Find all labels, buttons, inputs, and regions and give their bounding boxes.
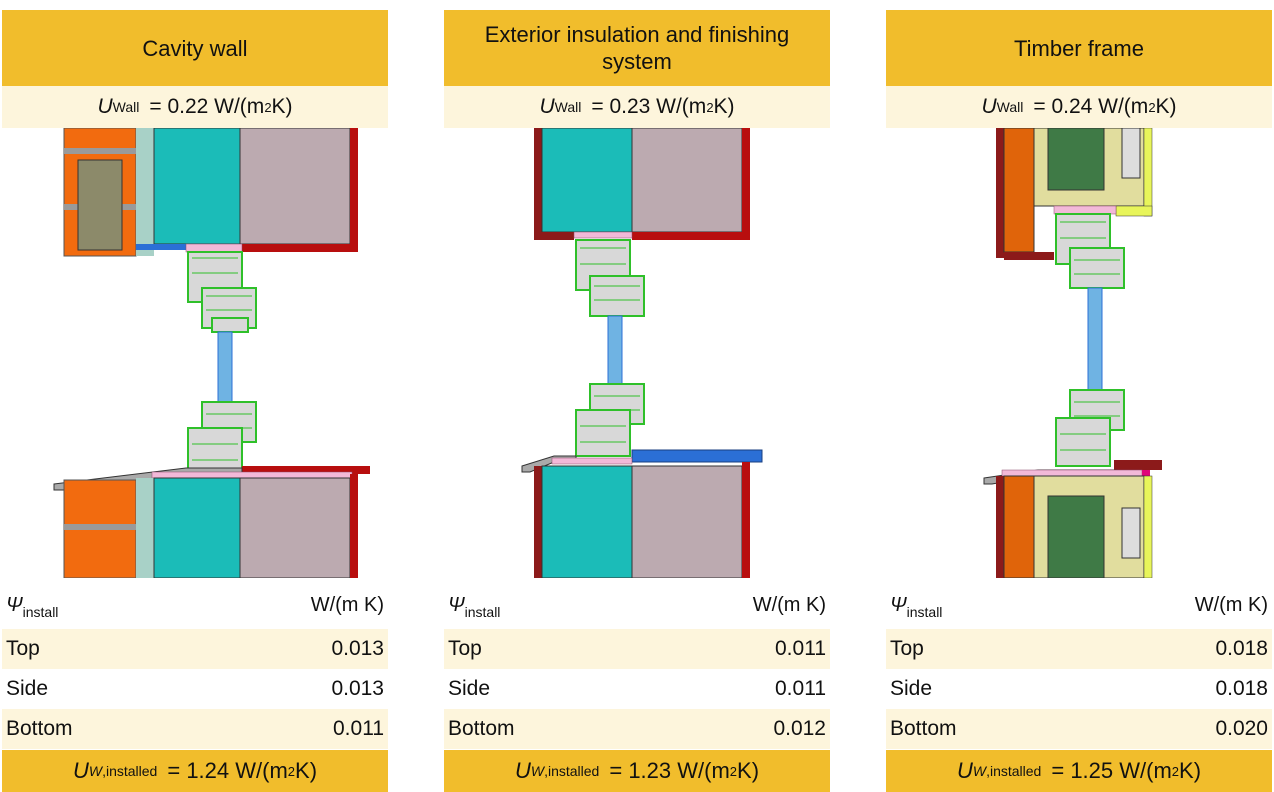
u-wall-value: U Wall = 0.23 W/(m 2 K)	[444, 86, 830, 128]
panel-timber-frame: Timber frame U Wall = 0.24 W/(m 2 K)	[886, 10, 1272, 792]
panel-cavity-wall: Cavity wall U Wall = 0.22 W/(m 2 K)	[2, 10, 388, 792]
u-installed-value: U W,installed = 1.23 W/(m 2 K)	[444, 750, 830, 792]
table-row: Side 0.013	[2, 669, 388, 709]
u-installed-value: U W,installed = 1.24 W/(m 2 K)	[2, 750, 388, 792]
psi-install-header: Ψinstall W/(m K)	[2, 586, 388, 626]
table-row: Bottom 0.012	[444, 709, 830, 749]
glazing	[217, 331, 233, 411]
table-row: Bottom 0.020	[886, 709, 1272, 749]
table-row: Top 0.013	[2, 629, 388, 669]
u-wall-value: U Wall = 0.24 W/(m 2 K)	[886, 86, 1272, 128]
psi-unit: W/(m K)	[1194, 594, 1268, 616]
panel-title: Exterior insulation and finishing system	[444, 10, 830, 86]
window-frame-bottom	[1055, 389, 1125, 467]
table-row: Bottom 0.011	[2, 709, 388, 749]
eifs-section-drawing	[444, 128, 830, 578]
window-frame-top	[187, 251, 257, 333]
glazing	[1087, 287, 1103, 401]
bottom-wall-assembly	[996, 475, 1153, 578]
top-wall-assembly	[996, 128, 1153, 260]
table-row: Top 0.011	[444, 629, 830, 669]
window-frame-top	[575, 239, 645, 317]
panel-title: Cavity wall	[2, 10, 388, 86]
cavity-wall-section-drawing	[2, 128, 388, 578]
psi-install-header: Ψinstall W/(m K)	[886, 586, 1272, 626]
table-row: Top 0.018	[886, 629, 1272, 669]
panel-eifs: Exterior insulation and finishing system…	[444, 10, 830, 792]
top-wall-assembly	[63, 128, 358, 257]
window-frame-top	[1055, 213, 1125, 289]
top-wall-assembly	[534, 128, 750, 240]
bottom-wall-assembly	[63, 474, 358, 578]
psi-unit: W/(m K)	[752, 594, 826, 616]
u-wall-value: U Wall = 0.22 W/(m 2 K)	[2, 86, 388, 128]
window-frame-bottom	[575, 383, 645, 457]
psi-install-header: Ψinstall W/(m K)	[444, 586, 830, 626]
panel-title: Timber frame	[886, 10, 1272, 86]
table-row: Side 0.011	[444, 669, 830, 709]
timber-frame-section-drawing	[886, 128, 1272, 578]
u-installed-value: U W,installed = 1.25 W/(m 2 K)	[886, 750, 1272, 792]
glazing	[607, 315, 623, 395]
window-frame-bottom	[187, 401, 257, 477]
bottom-wall-assembly	[534, 462, 750, 578]
table-row: Side 0.018	[886, 669, 1272, 709]
psi-unit: W/(m K)	[310, 594, 384, 616]
